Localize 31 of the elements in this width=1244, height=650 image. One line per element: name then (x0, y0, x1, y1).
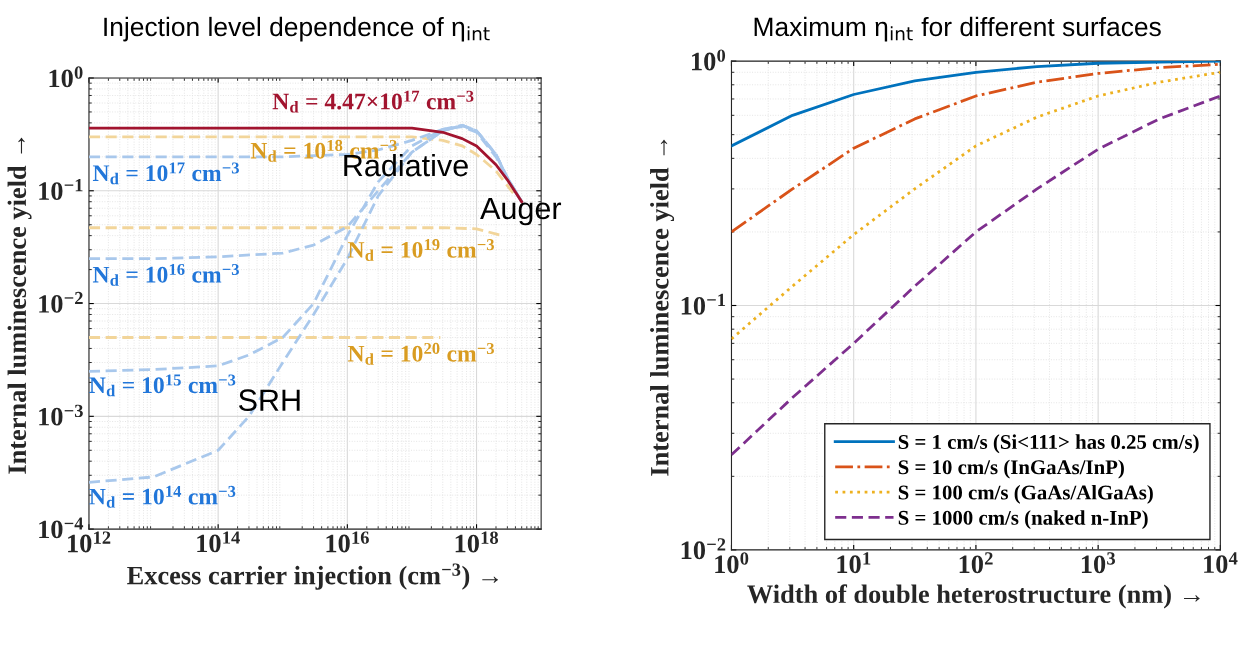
x-tick-label: 10$^{4}$ (1204, 552, 1238, 574)
y-tick-label: 10$^{−2}$ (39, 291, 83, 313)
x-tick-label: 10$^{16}$ (326, 531, 369, 553)
series-label: N$_{d}$ = 10$^{15}$ cm$^{−3}$ (89, 374, 236, 397)
series-label: N$_{d}$ = 10$^{17}$ cm$^{−3}$ (92, 162, 239, 185)
x-tick-label: 10$^{2}$ (959, 552, 993, 574)
y-tick-label: 10$^{0}$ (49, 66, 83, 88)
chart-title: Injection level dependence of η$_{int}$ (104, 16, 490, 42)
series-label: N$_{d}$ = 10$^{16}$ cm$^{−3}$ (92, 263, 239, 286)
y-tick-label: 10$^{−1}$ (39, 179, 83, 201)
y-tick-label: 10$^{0}$ (692, 49, 726, 71)
x-axis-title: Excess carrier injection (cm$^{−3}$) → (127, 563, 498, 590)
series-label: N$_{d}$ = 4.47×10$^{17}$ cm$^{−3}$ (272, 90, 474, 113)
y-tick-label: 10$^{−3}$ (39, 404, 83, 426)
legend-label: S = 10 cm/s (InGaAs/InP) (898, 459, 1124, 479)
series-label: N$_{d}$ = 10$^{20}$ cm$^{−3}$ (347, 342, 494, 365)
legend-label: S = 1000 cm/s (naked n-InP) (898, 510, 1148, 530)
y-axis-title: Internal luminescence yield → (7, 137, 32, 474)
chart-title: Maximum η$_{int}$ for different surfaces (754, 16, 1161, 42)
y-tick-label: 10$^{−1}$ (681, 293, 726, 315)
x-tick-label: 10$^{18}$ (455, 531, 499, 553)
x-tick-label: 10$^{3}$ (1081, 552, 1116, 574)
series-label: N$_{d}$ = 10$^{14}$ cm$^{−3}$ (89, 485, 236, 508)
x-tick-label: 10$^{1}$ (837, 552, 871, 574)
annotation: SRH (238, 389, 300, 411)
x-axis-title: Width of double heterostructure (nm) → (747, 584, 1200, 609)
x-tick-label: 10$^{14}$ (197, 531, 240, 553)
y-axis-title: Internal luminescence yield → (650, 139, 675, 476)
legend-label: S = 1 cm/s (Si<111> has 0.25 cm/s) (898, 434, 1199, 454)
series-label: N$_{d}$ = 10$^{19}$ cm$^{−3}$ (347, 239, 494, 262)
legend-label: S = 100 cm/s (GaAs/AlGaAs) (898, 484, 1153, 504)
